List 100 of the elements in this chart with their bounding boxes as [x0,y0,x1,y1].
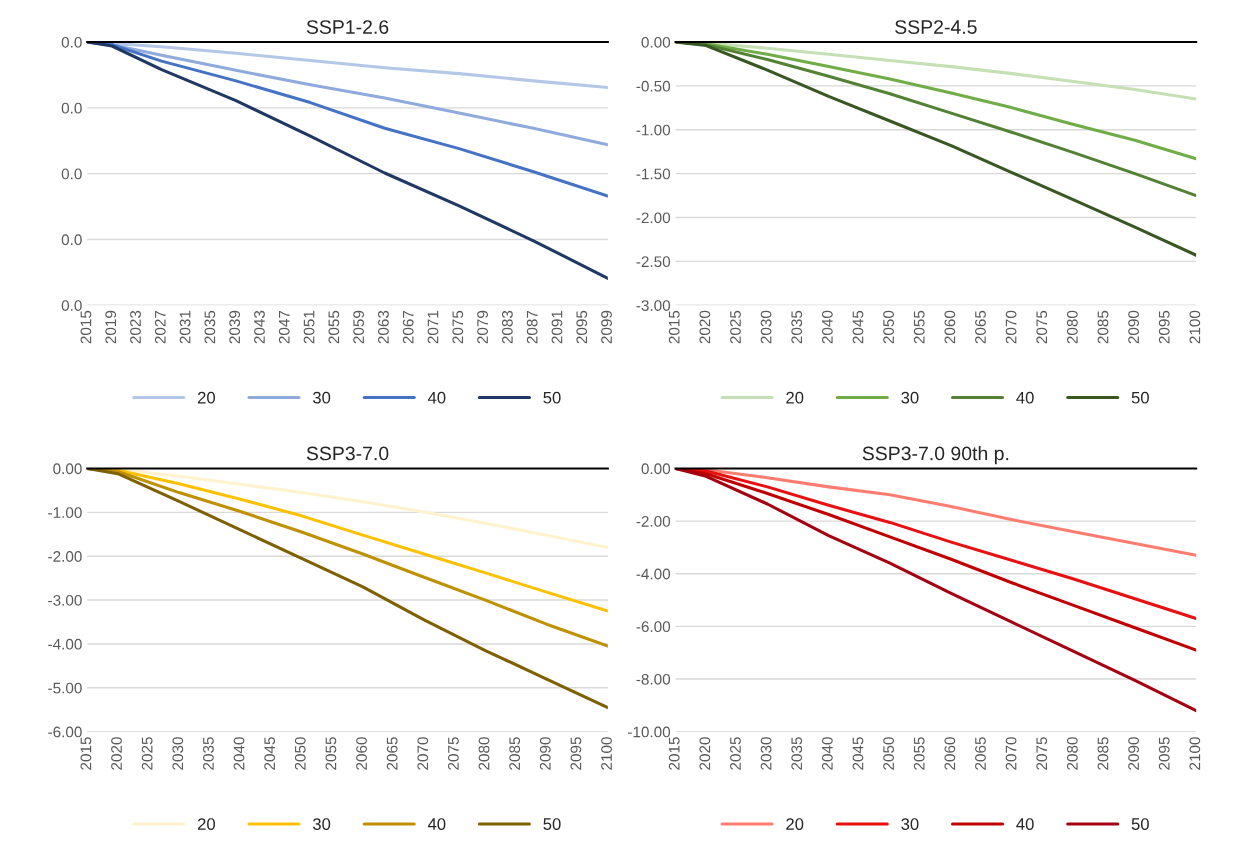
x-tick-label: 2050 [883,310,895,344]
legend-label: 30 [312,818,331,830]
x-tick-label: 2035 [791,310,803,344]
legend-label: 20 [197,818,216,830]
x-tick-label: 2059 [353,310,365,344]
line-series [675,468,1197,713]
x-tick-label: 2087 [526,310,538,344]
x-tick-label: 2100 [601,737,612,770]
x-tick-label: 2030 [172,737,184,770]
y-tick-label: -1.50 [636,168,671,180]
legend-label: 30 [901,818,919,830]
y-tick-label: -2.00 [636,212,671,224]
x-tick-label: 2060 [944,737,956,770]
legend-label: 40 [427,818,446,830]
x-tick-label: 2070 [1005,310,1017,344]
legend-label: 50 [1131,391,1149,404]
x-tick-label: 2071 [427,310,439,344]
x-tick-label: 2015 [80,737,92,770]
x-tick-label: 2091 [551,310,563,344]
x-tick-label: 2080 [1066,310,1078,344]
legend-label: 50 [543,818,561,830]
x-tick-label: 2095 [576,310,588,344]
x-tick-label: 2065 [975,737,986,770]
x-tick-label: 2035 [204,310,216,344]
x-tick-label: 2095 [1158,737,1170,770]
x-tick-label: 2051 [303,310,315,344]
x-tick-label: 2040 [233,737,245,770]
x-tick-label: 2060 [356,737,367,770]
x-tick-label: 2045 [852,310,864,344]
y-tick-label: -1.00 [636,124,671,136]
x-tick-label: 2015 [668,310,680,344]
x-tick-label: 2015 [80,310,92,344]
x-tick-label: 2090 [1128,737,1140,770]
legend-label: 20 [786,818,804,830]
legend-label: 30 [312,391,331,404]
x-tick-label: 2043 [254,310,265,344]
y-tick-label: 0.0 [61,36,82,48]
x-tick-label: 2025 [730,310,741,344]
x-tick-label: 2055 [913,310,925,344]
x-tick-label: 2095 [570,737,582,770]
y-tick-label: -2.00 [48,551,82,562]
y-tick-label: -2.50 [636,256,671,268]
x-tick-label: 2065 [975,310,986,344]
x-tick-label: 2090 [1128,310,1140,344]
x-tick-label: 2055 [325,737,337,770]
x-tick-label: 2045 [264,737,276,770]
y-tick-label: -4.00 [636,568,671,580]
x-tick-label: 2070 [417,737,429,770]
x-tick-label: 2079 [477,310,488,344]
y-tick-label: 0.00 [53,463,82,475]
line-series [87,42,608,280]
line-series [675,42,1197,257]
x-tick-label: 2045 [852,737,864,770]
x-tick-label: 2075 [1036,310,1048,344]
x-tick-label: 2085 [509,737,521,770]
x-tick-label: 2040 [821,737,833,770]
x-tick-label: 2020 [699,737,711,770]
x-tick-label: 2030 [760,310,772,344]
line-series [87,468,608,710]
legend-label: 50 [543,391,561,404]
x-tick-label: 2050 [883,737,895,770]
x-tick-label: 2099 [601,310,612,344]
x-tick-label: 2095 [1158,310,1170,344]
y-tick-label: -3.00 [48,594,82,606]
x-tick-label: 2075 [1036,737,1048,770]
legend-label: 40 [1016,818,1034,830]
x-tick-label: 2090 [539,737,551,770]
y-tick-label: -8.00 [636,673,671,685]
x-tick-label: 2047 [278,310,290,344]
y-tick-label: -2.00 [636,515,671,527]
legend-label: 50 [1131,818,1149,830]
x-tick-label: 2015 [668,737,680,770]
x-tick-label: 2085 [1097,310,1109,344]
y-tick-label: -3.00 [636,300,671,311]
y-tick-label: 0.00 [641,463,671,475]
x-tick-label: 2020 [111,737,122,770]
chart-title: SSP3-7.0 [306,446,389,461]
x-tick-label: 2055 [328,310,340,344]
legend-label: 40 [1016,391,1034,404]
y-tick-label: 0.0 [61,168,82,180]
x-tick-label: 2023 [130,310,141,344]
chart-title: SSP3-7.0 90th p. [862,446,1009,465]
y-tick-label: -0.50 [636,80,671,92]
x-tick-label: 2100 [1189,310,1201,344]
x-tick-label: 2025 [730,737,741,770]
x-tick-label: 2050 [294,737,306,770]
y-tick-label: -10.00 [628,726,671,738]
x-tick-label: 2063 [378,310,389,344]
y-tick-label: -4.00 [48,638,82,650]
x-tick-label: 2039 [229,310,241,344]
legend-label: 40 [427,391,446,404]
x-tick-label: 2060 [944,310,956,344]
x-tick-label: 2027 [154,310,166,344]
x-tick-label: 2040 [821,310,833,344]
x-tick-label: 2080 [1066,737,1078,770]
y-tick-label: -6.00 [48,726,82,738]
x-tick-label: 2035 [203,737,214,770]
x-tick-label: 2031 [179,310,191,344]
x-tick-label: 2020 [699,310,711,344]
chart-title: SSP2-4.5 [895,20,977,34]
